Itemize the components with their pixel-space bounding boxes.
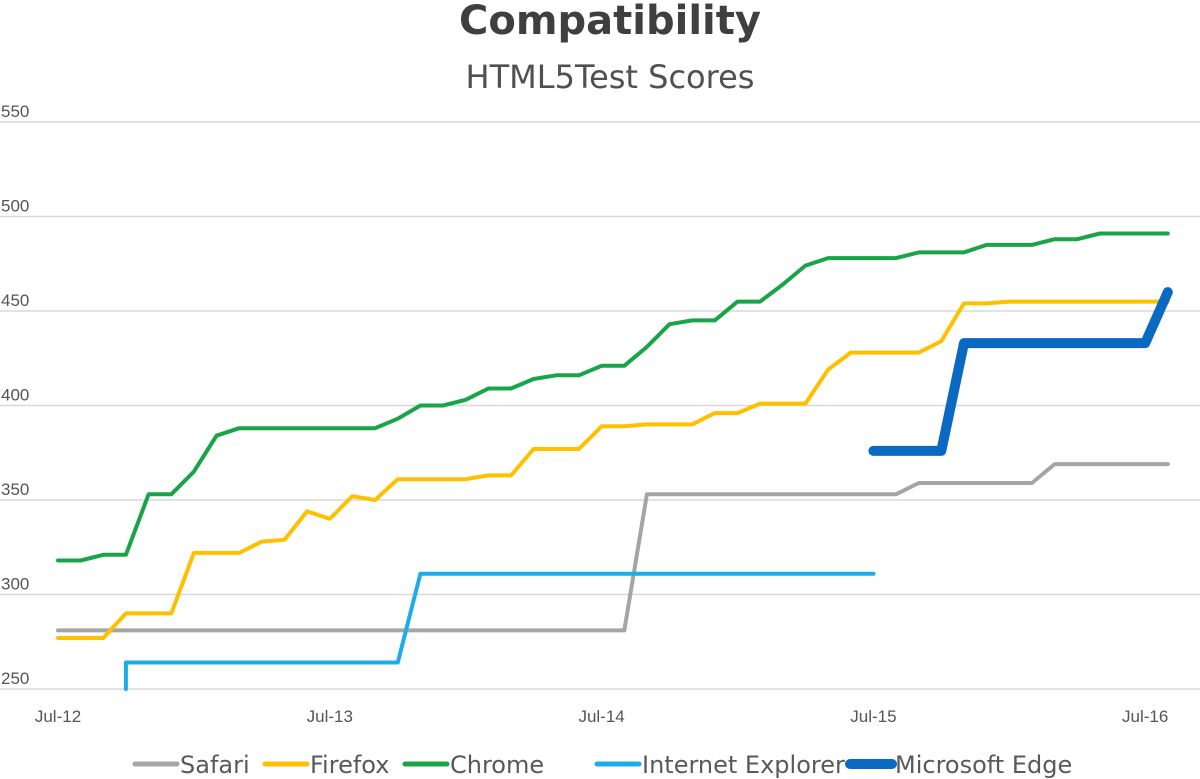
- y-tick-label: 550: [1, 102, 29, 121]
- series-line-safari: [56, 462, 1170, 633]
- legend-label-firefox: Firefox: [310, 751, 389, 779]
- x-tick-label: Jul-15: [850, 707, 896, 726]
- series-line-microsoft-edge: [868, 287, 1173, 456]
- x-tick-label: Jul-16: [1122, 707, 1168, 726]
- legend-label-internet-explorer: Internet Explorer: [642, 751, 845, 779]
- legend-label-microsoft-edge: Microsoft Edge: [895, 751, 1072, 779]
- y-tick-label: 400: [1, 386, 29, 405]
- x-axis-ticks: Jul-12 Jul-13 Jul-14 Jul-15 Jul-16: [35, 707, 1169, 726]
- gridlines: [0, 121, 1200, 690]
- x-tick-label: Jul-14: [578, 707, 624, 726]
- y-tick-label: 250: [1, 669, 29, 688]
- series-line-chrome: [56, 231, 1170, 563]
- y-tick-label: 500: [1, 197, 29, 216]
- y-tick-label: 300: [1, 575, 29, 594]
- x-tick-label: Jul-12: [35, 707, 81, 726]
- series-line-firefox: [56, 299, 1170, 640]
- legend: Safari Firefox Chrome Internet Explorer Micr…: [132, 751, 1072, 779]
- chart-title: Compatibility: [459, 0, 761, 44]
- legend-label-chrome: Chrome: [450, 751, 544, 779]
- y-axis-ticks: 250 300 350 400 450 500 550: [1, 102, 29, 688]
- chart-subtitle: HTML5Test Scores: [466, 58, 755, 96]
- series-line-internet-explorer: [123, 571, 876, 691]
- x-tick-label: Jul-13: [307, 707, 353, 726]
- legend-label-safari: Safari: [180, 751, 250, 779]
- series-lines: [56, 231, 1173, 691]
- y-tick-label: 350: [1, 480, 29, 499]
- y-tick-label: 450: [1, 291, 29, 310]
